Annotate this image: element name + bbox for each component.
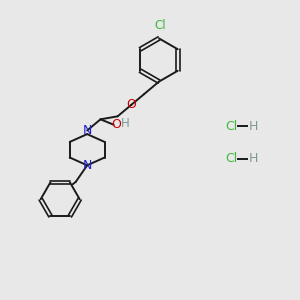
Text: N: N [82,159,92,172]
Text: O: O [127,98,136,111]
Text: H: H [248,152,258,166]
Text: Cl: Cl [225,152,237,166]
Text: H: H [248,119,258,133]
Text: N: N [82,124,92,137]
Text: Cl: Cl [225,119,237,133]
Text: H: H [121,117,130,130]
Text: O: O [111,118,121,131]
Text: Cl: Cl [155,19,166,32]
